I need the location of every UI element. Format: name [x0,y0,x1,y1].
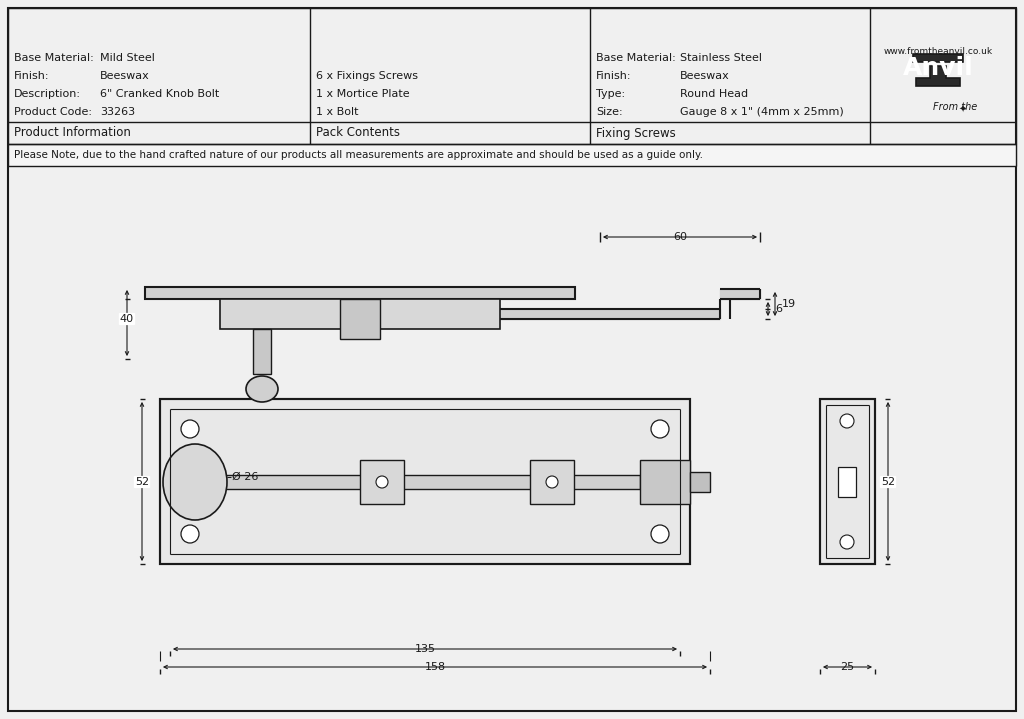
Text: 52: 52 [135,477,150,487]
Bar [8,8,1016,144]
Bar [690,472,710,492]
Text: 6: 6 [775,304,782,314]
Text: Base Material:: Base Material: [596,53,676,63]
Text: 1 x Mortice Plate: 1 x Mortice Plate [316,89,410,99]
Text: Size:: Size: [596,107,623,117]
Text: Round Head: Round Head [680,89,749,99]
Bar [640,460,690,504]
Text: Please Note, due to the hand crafted nature of our products all measurements are: Please Note, due to the hand crafted nat… [14,150,703,160]
Circle shape [651,420,669,438]
Text: 40: 40 [120,314,134,324]
Text: 1 x Bolt: 1 x Bolt [316,107,358,117]
Text: Mild Steel: Mild Steel [100,53,155,63]
Bar [820,399,874,564]
Bar [8,144,1016,166]
Text: 52: 52 [135,477,150,487]
Polygon shape [916,66,961,86]
Text: ✦: ✦ [958,105,967,115]
Bar [340,299,380,339]
Text: Anvil: Anvil [902,56,974,80]
Text: 19: 19 [782,299,796,309]
Text: Beeswax: Beeswax [100,71,150,81]
Text: Description:: Description: [14,89,81,99]
Circle shape [181,420,199,438]
Text: 135: 135 [415,644,435,654]
Text: Product Information: Product Information [14,127,131,139]
Text: Finish:: Finish: [596,71,632,81]
Text: Pack Contents: Pack Contents [316,127,400,139]
Bar [220,299,500,329]
Text: Finish:: Finish: [14,71,49,81]
Bar [360,460,404,504]
Circle shape [376,476,388,488]
Bar [215,475,640,489]
Text: Type:: Type: [596,89,625,99]
Bar [820,399,874,564]
Bar [253,329,271,374]
Text: 158: 158 [424,662,445,672]
Circle shape [181,525,199,543]
Ellipse shape [246,376,278,402]
Ellipse shape [163,444,227,520]
Text: Base Material:: Base Material: [14,53,94,63]
Text: 6 x Fixings Screws: 6 x Fixings Screws [316,71,418,81]
Circle shape [651,525,669,543]
Text: From the: From the [933,102,977,112]
Text: Product Code:: Product Code: [14,107,92,117]
Text: 25: 25 [841,662,855,672]
Text: 60: 60 [673,232,687,242]
Text: 33263: 33263 [100,107,135,117]
Bar [530,460,574,504]
Bar [160,399,690,564]
Text: Ø 26: Ø 26 [232,472,258,482]
Text: www.fromtheanvil.co.uk: www.fromtheanvil.co.uk [884,47,992,57]
Text: Beeswax: Beeswax [680,71,730,81]
Circle shape [546,476,558,488]
Text: 52: 52 [881,477,895,487]
Bar [145,287,575,299]
Circle shape [840,414,854,428]
Text: 6" Cranked Knob Bolt: 6" Cranked Knob Bolt [100,89,219,99]
Polygon shape [913,54,963,62]
Circle shape [840,535,854,549]
Text: Fixing Screws: Fixing Screws [596,127,676,139]
Bar [160,399,690,564]
Text: Gauge 8 x 1" (4mm x 25mm): Gauge 8 x 1" (4mm x 25mm) [680,107,844,117]
Bar [838,467,856,497]
Text: Stainless Steel: Stainless Steel [680,53,762,63]
